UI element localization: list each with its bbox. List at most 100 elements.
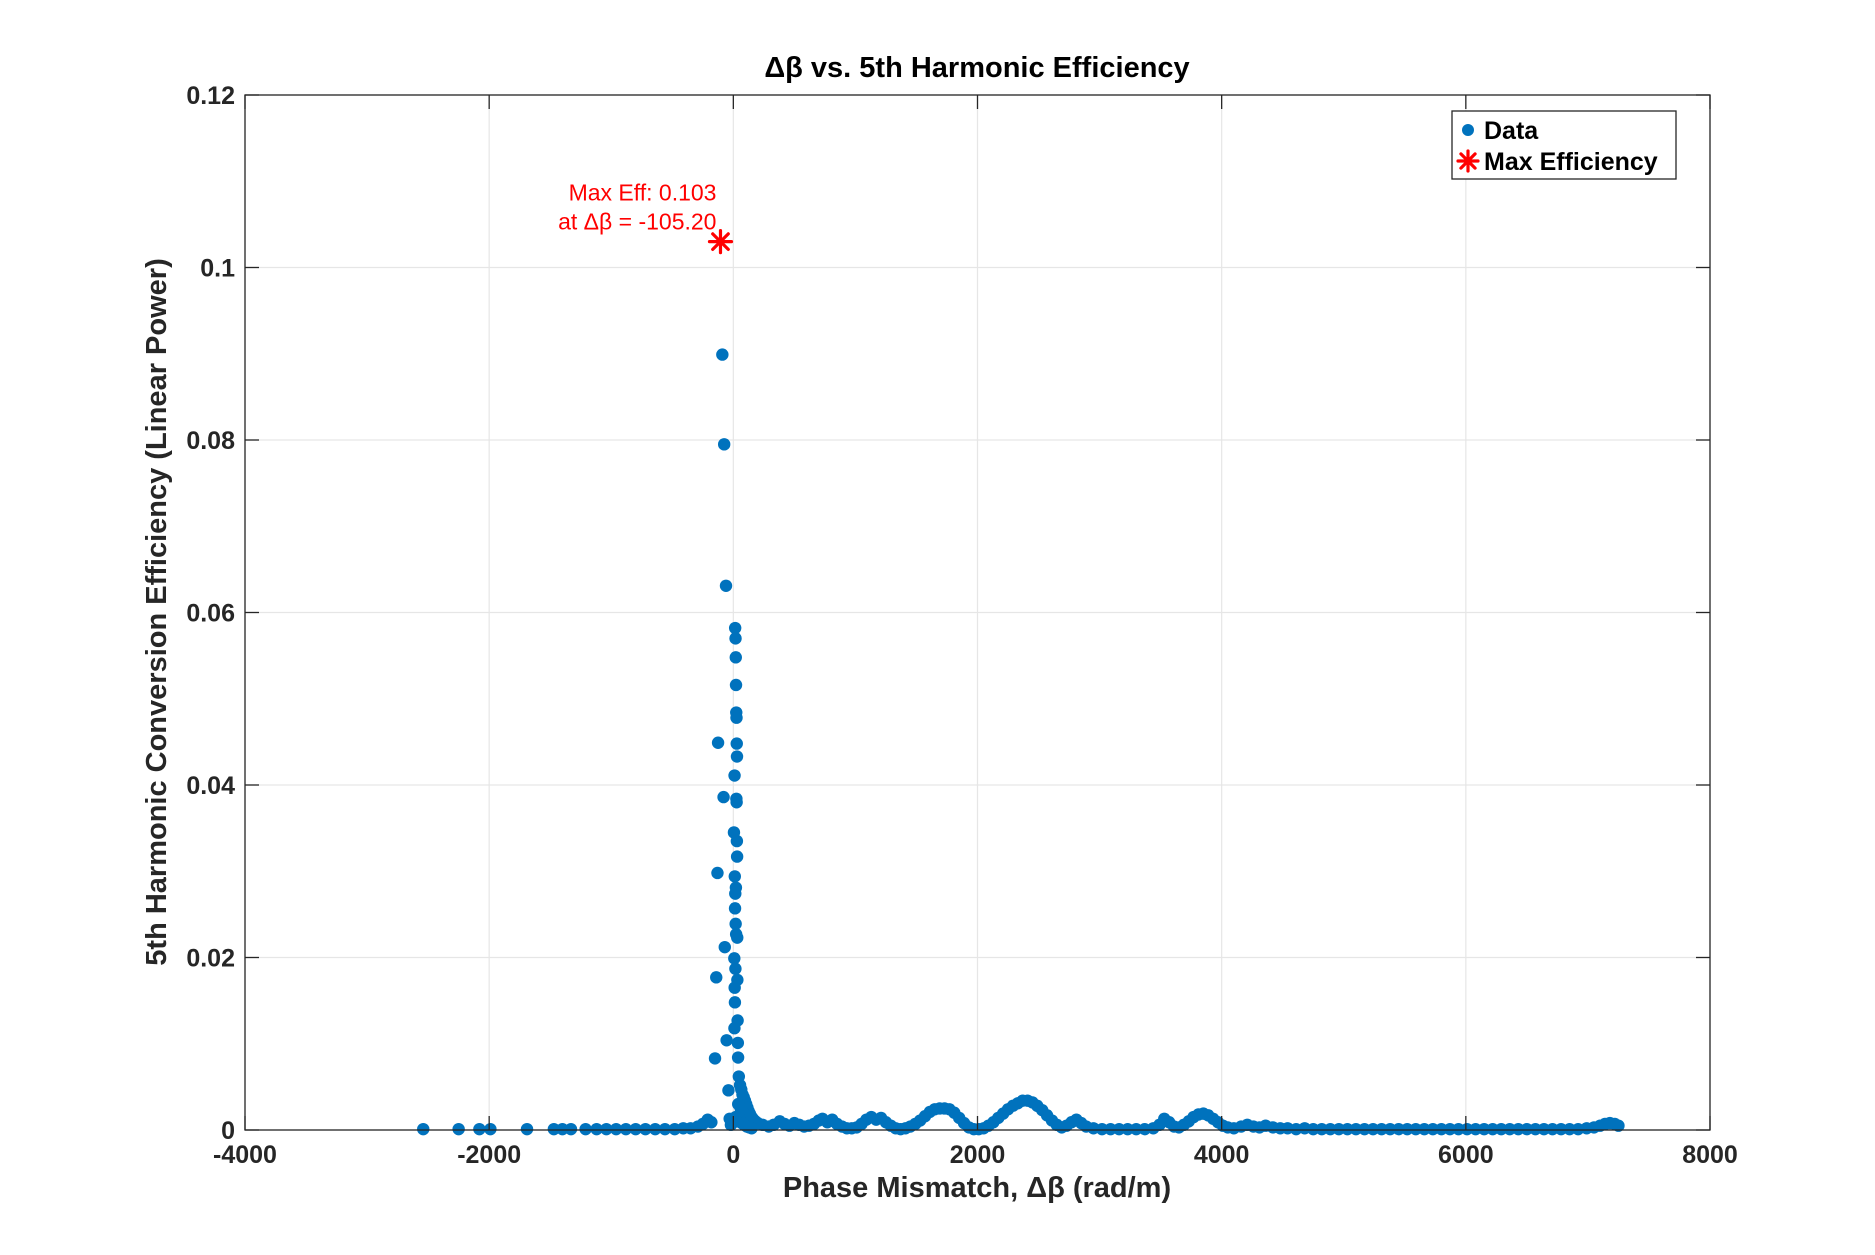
data-point [722,1084,735,1097]
data-point [484,1122,497,1136]
data-point [1503,1122,1516,1136]
data-point [1469,1122,1482,1136]
data-point [728,981,741,994]
data-point [729,962,742,975]
y-tick-label: 0.12 [186,82,235,110]
x-axis-label: Phase Mismatch, Δβ (rad/m) [783,1172,1171,1204]
y-tick-labels: 0 0.02 0.04 0.06 0.08 0.1 0.12 [186,82,235,1145]
y-tick-label: 0.08 [186,427,235,455]
data-point [711,736,725,749]
data-point [730,796,743,809]
data-point [728,870,741,883]
data-point [1341,1122,1354,1136]
y-tick-label: 0.04 [186,772,235,800]
data-point [711,866,724,880]
data-point [1332,1122,1346,1136]
x-tick-label: 0 [726,1141,740,1169]
data-point [730,1115,744,1128]
data-point [1520,1122,1534,1136]
data-point [730,834,744,848]
annotation-line-1: Max Eff: 0.103 [569,180,717,206]
data-point [729,917,742,931]
data-point [1529,1122,1542,1136]
data-point [1443,1122,1457,1136]
data-point [1349,1122,1363,1136]
legend-box [1451,110,1677,180]
data-point [718,940,731,954]
data-point [1418,1122,1431,1136]
data-point [1358,1122,1371,1136]
data-point [649,1122,662,1136]
data-point [1392,1122,1405,1136]
data-point [708,1052,722,1065]
annotation-line-2: at Δβ = -105.20 [558,209,716,235]
x-tick-label: -4000 [213,1141,277,1169]
data-point [730,750,744,763]
data-point [600,1122,613,1136]
data-point [1375,1122,1388,1136]
data-point [731,1036,745,1050]
data-point [719,579,733,592]
data-point [1383,1122,1397,1136]
data-point [720,1034,733,1047]
legend-max-label: Max Efficiency [1484,148,1658,176]
data-point [730,850,744,863]
data-point [729,651,742,664]
data-point [590,1122,603,1136]
data-point [639,1122,652,1136]
data-point [1486,1122,1499,1136]
data-point [730,711,743,724]
data-point [731,1051,745,1064]
legend-data-label: Data [1484,117,1539,145]
data-point [729,881,743,894]
data-point [1315,1122,1328,1136]
data-point [1366,1122,1380,1136]
data-point [1409,1122,1422,1136]
data-point [728,996,742,1009]
x-tick-label: 4000 [1194,1141,1250,1169]
legend: Data Max Efficiency [1451,110,1677,180]
y-tick-label: 0.02 [186,945,235,973]
data-point [658,1122,672,1136]
data-point [728,902,742,915]
x-tick-labels: -4000 -2000 0 2000 4000 6000 8000 [213,1141,1738,1169]
data-point [705,1116,718,1129]
data-point [728,621,742,635]
data-point [629,1122,642,1136]
data-point [730,737,743,750]
legend-max-marker [1456,149,1480,173]
data-point [564,1122,578,1136]
max-efficiency-point [707,229,734,255]
data-point [579,1122,592,1136]
data-point [1554,1122,1568,1136]
asterisk-stroke [1459,152,1477,170]
data-point [1452,1122,1465,1136]
data-point [1324,1122,1337,1136]
data-point [728,952,741,965]
axes [244,94,1711,1131]
max-annotation: Max Eff: 0.103 at Δβ = -105.20 [558,180,716,235]
data-point [729,632,742,645]
data-point [452,1122,465,1136]
x-tick-label: 2000 [950,1141,1006,1169]
data-point [1130,1122,1143,1136]
y-tick-label: 0.1 [200,255,235,283]
data-series [417,348,1625,1136]
y-tick-label: 0.06 [186,600,235,628]
legend-data-marker [1462,124,1474,136]
asterisk-stroke [711,232,730,252]
data-point [1512,1122,1525,1136]
data-point [1121,1122,1134,1136]
data-point [609,1122,623,1136]
legend-max-asterisk [1456,149,1480,173]
data-point [556,1122,569,1136]
data-point [1104,1122,1117,1136]
data-point [1477,1122,1491,1136]
data-point [1435,1122,1448,1136]
y-axis-label: 5th Harmonic Conversion Efficiency (Line… [141,258,173,965]
data-point [619,1122,633,1136]
data-point [717,438,731,451]
data-point [1537,1122,1551,1136]
data-point [1095,1122,1109,1136]
